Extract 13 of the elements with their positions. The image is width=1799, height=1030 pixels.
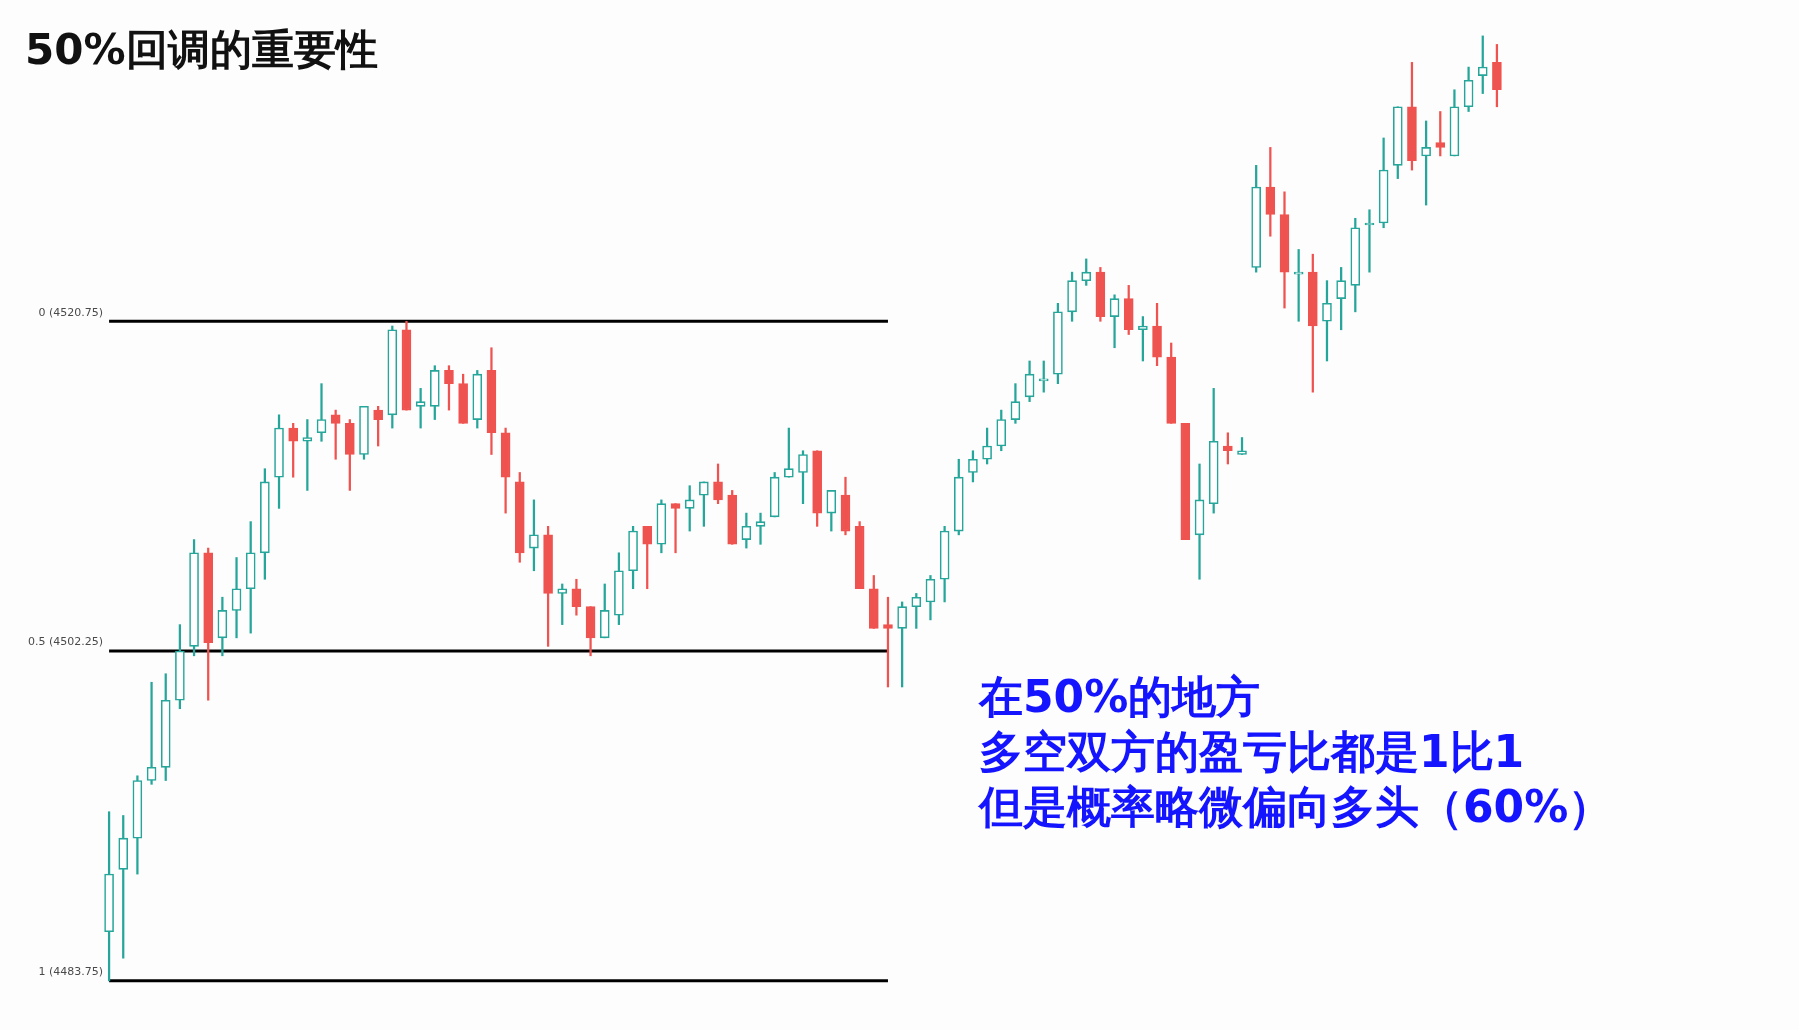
chart-title: 50%回调的重要性 <box>25 24 378 74</box>
series-label: 0 (4520.75) <box>38 305 104 319</box>
series-label: 0.5 (4502.25) <box>28 635 104 649</box>
candlestick <box>670 503 681 554</box>
candlestick <box>1194 463 1205 580</box>
candlestick <box>231 557 242 639</box>
annotation: 在50%的地方 <box>978 671 1261 723</box>
annotation: 但是概率略微偏向多头（60%） <box>977 781 1613 833</box>
series-label: 1 (4483.75) <box>38 965 104 979</box>
candlestick <box>316 383 327 442</box>
annotation: 多空双方的盈亏比都是1比1 <box>979 726 1525 778</box>
candlestick <box>755 512 766 545</box>
candlestick <box>146 681 157 785</box>
